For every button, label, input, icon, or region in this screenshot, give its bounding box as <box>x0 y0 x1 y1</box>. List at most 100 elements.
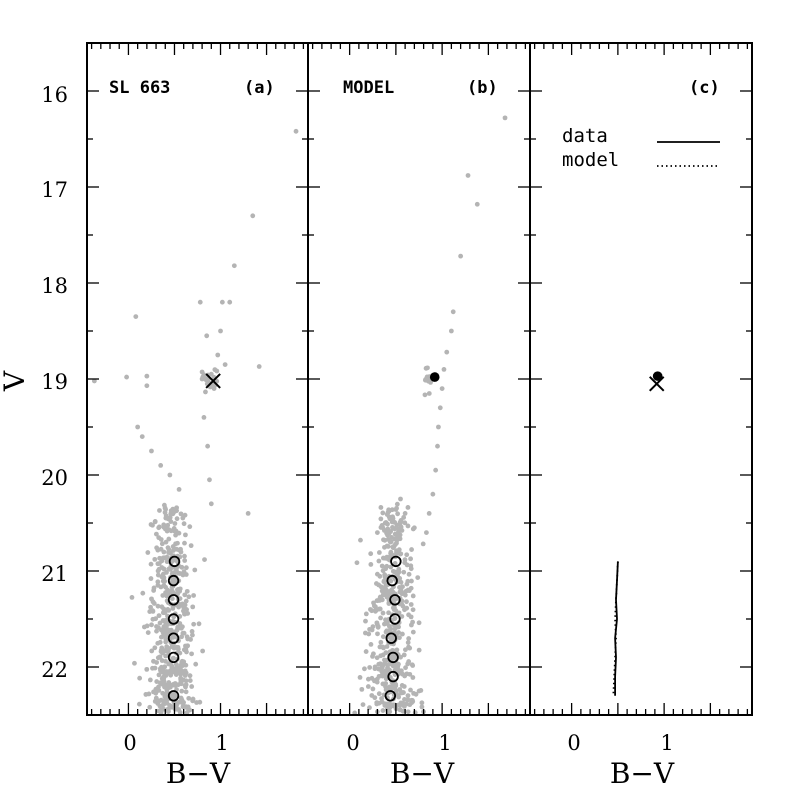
star-point <box>156 613 162 619</box>
star-point <box>167 703 173 709</box>
star-point <box>163 658 168 664</box>
star-point <box>149 448 154 454</box>
star-point <box>174 644 179 650</box>
star-point <box>378 653 384 659</box>
star-point <box>381 578 387 584</box>
star-point <box>400 700 406 706</box>
star-point <box>367 626 372 632</box>
star-point <box>188 637 193 642</box>
star-point <box>397 551 403 557</box>
star-point <box>400 708 406 714</box>
star-point <box>378 639 384 645</box>
star-point <box>184 643 190 649</box>
star-point <box>171 614 177 620</box>
star-point <box>184 607 189 612</box>
star-point <box>384 530 389 536</box>
cross-stroke <box>205 373 221 389</box>
star-point <box>398 524 404 530</box>
star-point <box>439 386 445 391</box>
panel-b-x-tick-1: 1 <box>438 731 451 755</box>
star-point <box>136 701 142 707</box>
star-point <box>404 599 409 605</box>
star-point <box>147 677 153 683</box>
star-point <box>183 598 189 604</box>
star-point <box>363 649 369 654</box>
star-point <box>399 614 405 619</box>
panel-b-stars <box>352 115 508 716</box>
star-point <box>376 558 382 564</box>
star-point <box>187 673 193 679</box>
star-point <box>395 531 400 537</box>
star-point <box>186 695 192 701</box>
star-point <box>408 566 414 572</box>
star-point <box>156 535 162 541</box>
star-point <box>163 539 169 545</box>
star-point <box>159 604 165 610</box>
star-point <box>409 578 414 584</box>
star-point <box>182 553 187 559</box>
star-point <box>405 693 411 698</box>
star-point <box>182 602 188 608</box>
star-point <box>382 574 388 580</box>
ridge-point <box>167 632 180 644</box>
star-point <box>208 501 214 507</box>
star-point <box>408 556 413 562</box>
panel-a-ticks <box>87 42 308 716</box>
star-point <box>169 571 175 577</box>
star-point <box>204 333 210 339</box>
ridge-point <box>384 690 397 702</box>
star-point <box>397 635 402 641</box>
star-point <box>188 543 194 549</box>
star-point <box>403 665 408 671</box>
ridge-point <box>385 632 397 644</box>
star-point <box>157 555 163 561</box>
star-point <box>190 604 196 610</box>
star-point <box>170 548 176 553</box>
star-point <box>170 506 176 512</box>
y-tick-19: 19 <box>41 370 68 394</box>
ridge-point <box>167 651 180 664</box>
star-point <box>147 704 153 710</box>
star-point <box>409 622 414 628</box>
star-point <box>183 689 189 695</box>
star-point <box>167 515 173 520</box>
star-point <box>374 700 380 706</box>
star-point <box>91 378 97 384</box>
star-point <box>458 253 464 259</box>
star-point <box>401 515 407 520</box>
star-point <box>181 569 187 575</box>
star-point <box>399 690 405 696</box>
star-point <box>149 648 155 654</box>
star-point <box>293 128 299 134</box>
star-point <box>392 685 398 691</box>
star-point <box>150 608 156 614</box>
star-point <box>387 516 393 522</box>
star-point <box>200 648 206 654</box>
star-point <box>169 643 175 648</box>
star-point <box>416 620 422 626</box>
star-point <box>410 675 416 680</box>
star-point <box>165 622 171 627</box>
star-point <box>395 664 400 670</box>
star-point <box>396 547 402 553</box>
star-point <box>400 671 405 677</box>
star-point <box>227 299 233 305</box>
star-point <box>363 618 368 624</box>
star-point <box>384 644 390 649</box>
panel-c-ticks <box>530 42 752 716</box>
star-point <box>369 608 375 614</box>
star-point <box>161 675 167 681</box>
star-point <box>177 699 182 705</box>
star-point <box>437 405 443 411</box>
star-point <box>358 537 363 543</box>
star-point <box>389 507 395 513</box>
star-point <box>197 699 203 705</box>
star-point <box>411 690 417 696</box>
star-point <box>419 704 425 710</box>
star-point <box>148 561 154 567</box>
star-point <box>369 693 375 698</box>
star-point <box>163 635 169 641</box>
star-point <box>360 702 366 708</box>
star-point <box>180 630 186 636</box>
star-point <box>158 634 164 640</box>
